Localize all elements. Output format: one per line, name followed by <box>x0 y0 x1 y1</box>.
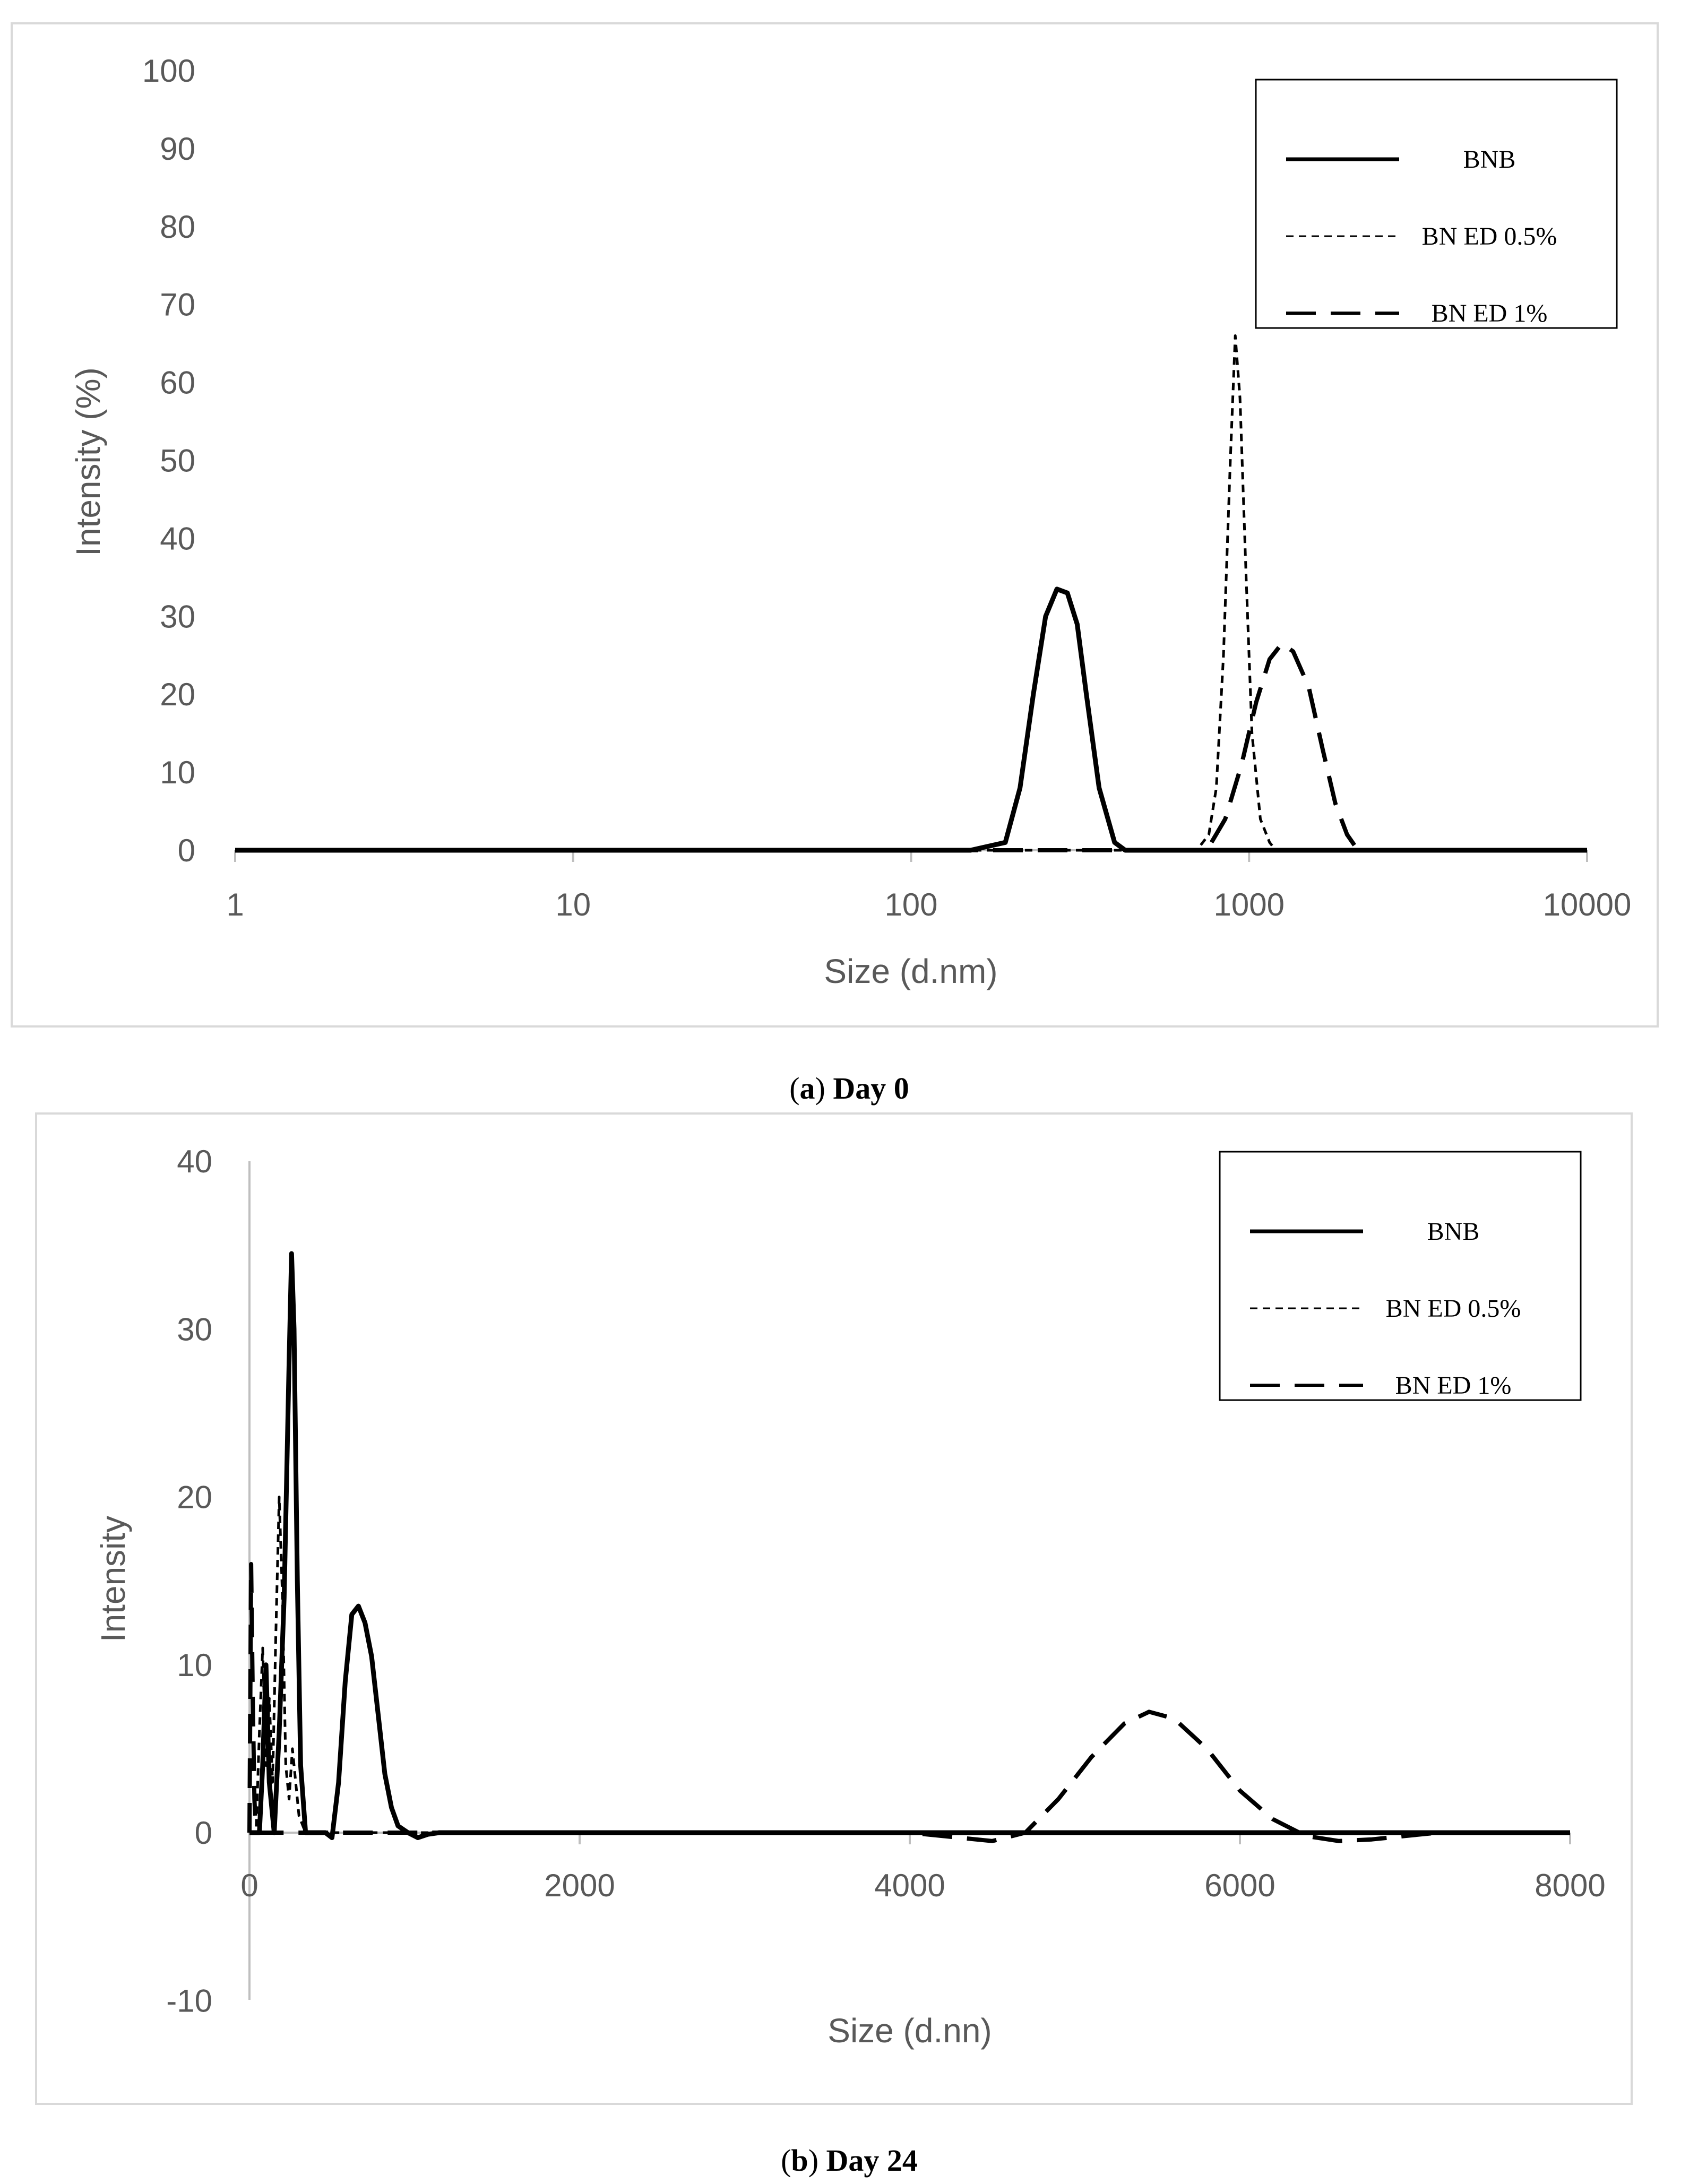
x-axis-title: Size (d.nm) <box>824 952 997 990</box>
caption-paren: ( <box>789 1071 799 1106</box>
series-line-bn-ed-1- <box>235 641 1587 852</box>
y-tick-label: 80 <box>160 209 195 245</box>
x-tick-label: 10 <box>555 887 591 922</box>
caption-paren: ) <box>815 1071 833 1106</box>
legend-label: BNB <box>1427 1218 1480 1246</box>
y-tick-label: 40 <box>177 1144 212 1179</box>
y-tick-label: 10 <box>160 755 195 790</box>
legend-label: BN ED 1% <box>1432 299 1548 327</box>
y-tick-label: 30 <box>177 1311 212 1347</box>
x-tick-label: 0 <box>240 1868 258 1903</box>
x-tick-label: 4000 <box>874 1868 945 1903</box>
y-tick-label: 40 <box>160 521 195 556</box>
y-tick-label: 60 <box>160 365 195 401</box>
x-tick-label: 100 <box>884 887 937 922</box>
caption-letter: b <box>791 2143 808 2178</box>
y-tick-label: 50 <box>160 443 195 479</box>
y-tick-label: -10 <box>166 1983 212 2018</box>
figure-caption: (b) Day 24 <box>781 2143 918 2178</box>
series-line-bn-ed-0-5- <box>249 1496 1570 1834</box>
x-axis-title: Size (d.nn) <box>828 2012 992 2050</box>
x-tick-label: 1000 <box>1214 887 1285 922</box>
y-tick-label: 0 <box>195 1815 212 1851</box>
caption-title: Day 0 <box>833 1071 909 1106</box>
x-tick-label: 1 <box>226 887 244 922</box>
caption-title: Day 24 <box>826 2143 918 2178</box>
y-tick-label: 90 <box>160 131 195 167</box>
legend-box <box>1219 1151 1582 1401</box>
legend-label: BNB <box>1463 145 1516 174</box>
chart-frame <box>35 1112 1633 2105</box>
caption-paren: ( <box>781 2143 791 2178</box>
y-tick-label: 100 <box>142 53 195 89</box>
legend-label: BN ED 0.5% <box>1386 1294 1521 1323</box>
x-tick-label: 8000 <box>1535 1868 1605 1903</box>
y-tick-label: 70 <box>160 287 195 323</box>
figure-caption: (a) Day 0 <box>789 1071 909 1106</box>
y-tick-label: 30 <box>160 599 195 634</box>
y-axis-title: Intensity <box>94 1516 132 1642</box>
legend-label: BN ED 0.5% <box>1422 222 1557 251</box>
chart-frame <box>11 22 1659 1028</box>
series-line-bn-ed-0-5- <box>235 334 1587 852</box>
caption-letter: a <box>800 1071 815 1106</box>
caption-paren: ) <box>808 2143 826 2178</box>
x-tick-label: 2000 <box>544 1868 615 1903</box>
series-line-bn-ed-1- <box>247 1562 1570 1843</box>
legend-label: BN ED 1% <box>1395 1371 1512 1400</box>
series-line-bnb <box>235 586 1587 853</box>
y-tick-label: 0 <box>178 833 195 868</box>
y-tick-label: 20 <box>160 677 195 712</box>
y-tick-label: 10 <box>177 1647 212 1683</box>
chart-panel-b: -10 0 10 20 30 40 0 2000 4000 6000 8000 Size (d.nn)… <box>35 1112 1633 2178</box>
y-axis-title: Intensity (%) <box>69 367 107 556</box>
x-tick-label: 10000 <box>1543 887 1632 922</box>
y-tick-label: 20 <box>177 1480 212 1515</box>
x-tick-label: 6000 <box>1204 1868 1275 1903</box>
legend-box <box>1255 79 1618 329</box>
